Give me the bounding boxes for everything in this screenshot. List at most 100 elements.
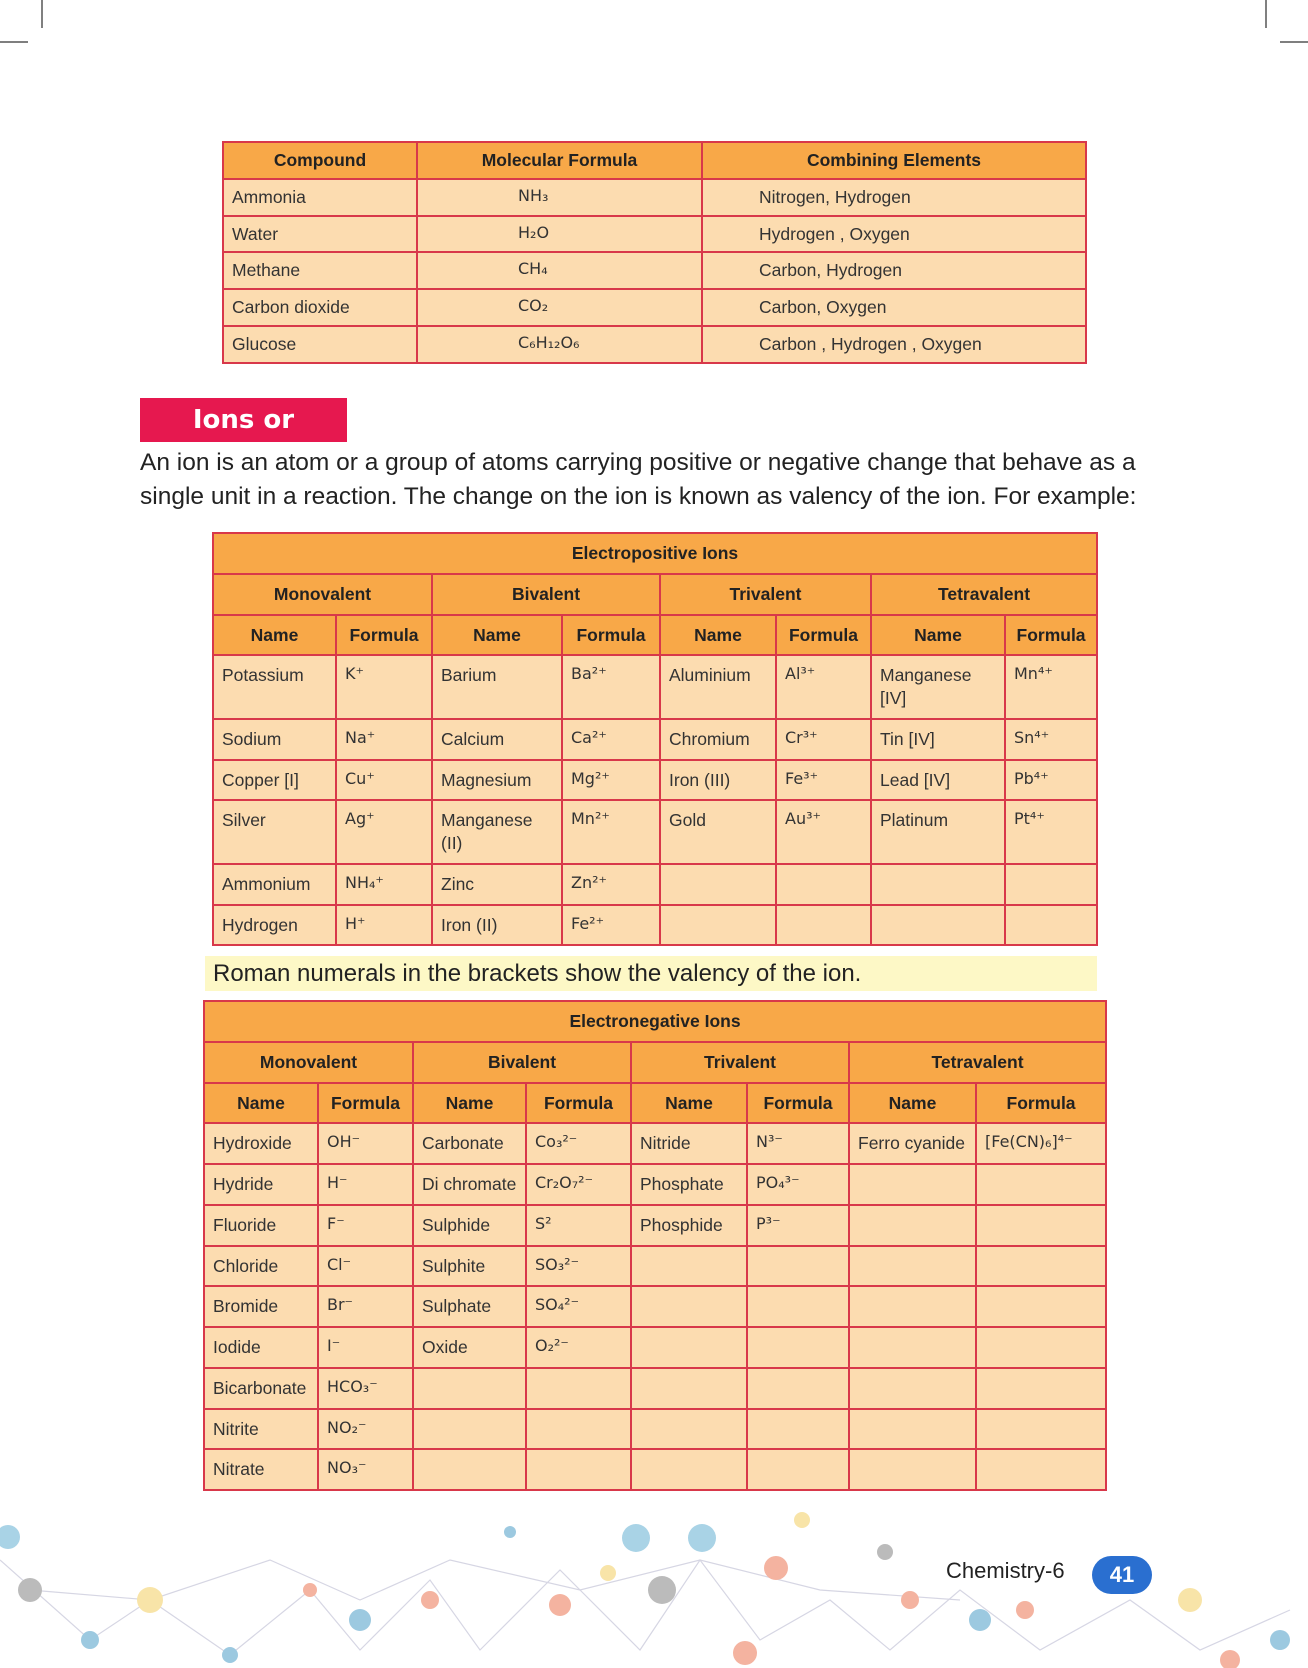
table-cell: OH⁻ [317, 1122, 414, 1165]
table-cell: Zinc [431, 862, 563, 906]
table-cell: Magnesium [431, 758, 563, 802]
table-cell: Ca²⁺ [561, 717, 661, 761]
table-row: Ammonium NH₄⁺ Zinc Zn²⁺ [212, 862, 1099, 906]
group-header: Monovalent [203, 1040, 414, 1084]
table-cell: Hydrogen [212, 903, 337, 947]
table-cell: Ammonia [222, 177, 418, 217]
table-cell: Phosphate [630, 1163, 748, 1206]
table-cell: Sulphide [412, 1203, 527, 1247]
group-header: Bivalent [431, 572, 661, 616]
column-header: Molecular Formula [416, 141, 703, 180]
table-cell: Bicarbonate [203, 1366, 319, 1410]
table-cell [630, 1285, 748, 1328]
table-cell [775, 862, 872, 906]
table-cell: Fe²⁺ [561, 903, 661, 947]
column-header: Name [212, 613, 337, 657]
page-number: 41 [1092, 1556, 1152, 1594]
table-cell: Iodide [203, 1326, 319, 1369]
table-cell [746, 1326, 850, 1369]
table-cell [746, 1407, 850, 1451]
table-row: Iodide I⁻ Oxide O₂²⁻ [203, 1326, 1108, 1369]
header-row: Compound Molecular Formula Combining Eleme… [222, 141, 1087, 180]
table-cell: F⁻ [317, 1203, 414, 1247]
book-title: Chemistry-6 [946, 1558, 1065, 1583]
table-row: Chloride Cl⁻ Sulphite SO₃²⁻ [203, 1244, 1108, 1288]
table-cell [525, 1448, 632, 1491]
table-cell [630, 1407, 748, 1451]
table-cell [659, 903, 777, 947]
table-cell [1003, 903, 1099, 947]
table-cell: NO₂⁻ [317, 1407, 414, 1451]
table-cell: Ba²⁺ [561, 654, 661, 720]
table-cell [848, 1163, 977, 1206]
column-header: Formula [335, 613, 433, 657]
table-cell: Mn²⁺ [561, 799, 661, 865]
title-row: Electropositive Ions [211, 532, 1099, 575]
table-cell [525, 1407, 632, 1451]
table-cell: Nitrogen, Hydrogen [701, 177, 1087, 217]
table-cell [746, 1448, 850, 1491]
table-cell [630, 1366, 748, 1410]
table-cell: Ag⁺ [335, 799, 433, 865]
group-header: Monovalent [212, 572, 433, 616]
group-row: Monovalent Bivalent Trivalent Tetravalent [203, 1040, 1108, 1084]
table-row: Hydrogen H⁺ Iron (II) Fe²⁺ [212, 903, 1099, 947]
table-cell: Carbon dioxide [222, 288, 418, 327]
table-cell [848, 1366, 977, 1410]
title-row: Electronegative Ions [202, 1000, 1108, 1043]
table-cell: Ammonium [212, 862, 337, 906]
table-cell: Cl⁻ [317, 1244, 414, 1288]
table-cell [746, 1244, 850, 1288]
table-row: Potassium K⁺ Barium Ba²⁺ Aluminium Al³⁺ Mangan… [212, 654, 1099, 720]
table-cell: Potassium [212, 654, 337, 720]
table-title: Electropositive Ions [211, 532, 1099, 575]
table-cell: Gold [659, 799, 777, 865]
electropositive-table: Electropositive Ions Monovalent Bivalent Tr… [211, 532, 1099, 947]
table-cell [870, 862, 1006, 906]
table-cell [659, 862, 777, 906]
table-cell: Pt⁴⁺ [1003, 799, 1099, 865]
table-cell: Cr₂O₇²⁻ [525, 1163, 632, 1206]
table-cell: H⁻ [317, 1163, 414, 1206]
table-cell: Iron (III) [659, 758, 777, 802]
column-header: Compound [222, 141, 418, 180]
table-cell: Carbon, Oxygen [701, 288, 1087, 327]
table-row: Nitrite NO₂⁻ [203, 1407, 1108, 1451]
column-header: Name [203, 1081, 319, 1125]
table-cell [848, 1448, 977, 1491]
table-cell: Di chromate [412, 1163, 527, 1206]
table-cell [974, 1448, 1108, 1491]
table-cell [974, 1285, 1108, 1328]
table-cell: Bromide [203, 1285, 319, 1328]
group-header: Tetravalent [847, 1040, 1108, 1084]
column-header: Name [659, 613, 777, 657]
table-cell: CH₄ [416, 251, 703, 290]
table-cell: S² [525, 1203, 632, 1247]
group-header: Tetravalent [869, 572, 1099, 616]
table-cell: Mn⁴⁺ [1003, 654, 1099, 720]
table-cell: PO₄³⁻ [746, 1163, 850, 1206]
table-cell: K⁺ [335, 654, 433, 720]
table-cell: Glucose [222, 324, 418, 364]
table-cell: Methane [222, 251, 418, 290]
table-cell: Manganese [IV] [870, 654, 1006, 720]
column-header: Name [630, 1081, 748, 1125]
table-cell [412, 1407, 527, 1451]
table-cell: Barium [431, 654, 563, 720]
table-cell: SO₃²⁻ [525, 1244, 632, 1288]
table-cell: Co₃²⁻ [525, 1122, 632, 1165]
table-cell: Platinum [870, 799, 1006, 865]
table-cell: Al³⁺ [775, 654, 872, 720]
table-row: Water H₂O Hydrogen , Oxygen [222, 214, 1087, 254]
table-cell: Zn²⁺ [561, 862, 661, 906]
table-cell: Nitrate [203, 1448, 319, 1491]
group-header: Bivalent [412, 1040, 632, 1084]
table-cell: Fluoride [203, 1203, 319, 1247]
table-cell: Water [222, 214, 418, 254]
table-title: Electronegative Ions [202, 1000, 1108, 1043]
column-header: Name [848, 1081, 977, 1125]
compounds-table: Compound Molecular Formula Combining Eleme… [222, 141, 1087, 364]
table-cell: Br⁻ [317, 1285, 414, 1328]
table-row: Glucose C₆H₁₂O₆ Carbon , Hydrogen , Oxygen [222, 324, 1087, 364]
table-cell: Manganese (II) [431, 799, 563, 865]
